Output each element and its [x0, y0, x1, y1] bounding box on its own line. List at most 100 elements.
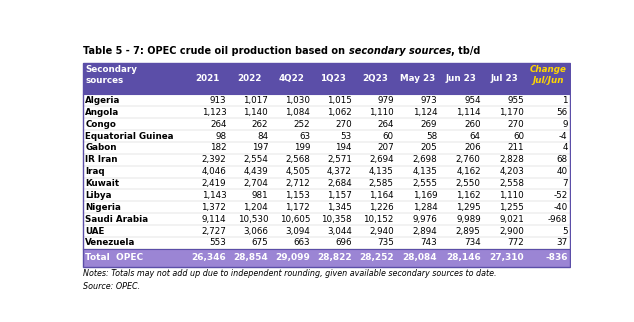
- Text: 913: 913: [210, 96, 226, 105]
- Text: 1,110: 1,110: [500, 191, 524, 200]
- Text: 4,162: 4,162: [456, 167, 481, 176]
- Text: 1,170: 1,170: [500, 108, 524, 117]
- Text: 28,252: 28,252: [359, 253, 394, 262]
- Text: 28,084: 28,084: [403, 253, 437, 262]
- Text: 2,828: 2,828: [500, 155, 524, 164]
- Text: Jul 23: Jul 23: [491, 74, 519, 83]
- Text: 2,704: 2,704: [243, 179, 268, 188]
- Text: 60: 60: [383, 131, 394, 140]
- Text: 1,157: 1,157: [327, 191, 352, 200]
- Text: 28,822: 28,822: [318, 253, 352, 262]
- Text: Algeria: Algeria: [85, 96, 120, 105]
- Text: 1,143: 1,143: [202, 191, 226, 200]
- Text: 28,146: 28,146: [446, 253, 481, 262]
- Text: 1,017: 1,017: [243, 96, 268, 105]
- Text: Jun 23: Jun 23: [446, 74, 476, 83]
- Text: 981: 981: [252, 191, 268, 200]
- Text: 60: 60: [513, 131, 524, 140]
- Text: 4: 4: [562, 143, 567, 152]
- Text: Secondary
sources: Secondary sources: [85, 65, 137, 85]
- Text: 734: 734: [464, 239, 481, 247]
- Text: 3,044: 3,044: [327, 227, 352, 236]
- Text: 1,162: 1,162: [456, 191, 481, 200]
- Text: 4,203: 4,203: [500, 167, 524, 176]
- Text: 2,684: 2,684: [327, 179, 352, 188]
- Text: -4: -4: [559, 131, 567, 140]
- Text: Kuwait: Kuwait: [85, 179, 119, 188]
- Text: Venezuela: Venezuela: [85, 239, 136, 247]
- Text: -52: -52: [553, 191, 567, 200]
- Text: 1Q23: 1Q23: [320, 74, 346, 83]
- Text: 1: 1: [562, 96, 567, 105]
- Text: 1,114: 1,114: [456, 108, 481, 117]
- Text: 1,153: 1,153: [285, 191, 310, 200]
- Text: 4,046: 4,046: [202, 167, 226, 176]
- Text: 84: 84: [257, 131, 268, 140]
- Text: 1,062: 1,062: [327, 108, 352, 117]
- Text: 2Q23: 2Q23: [362, 74, 388, 83]
- Text: 2,760: 2,760: [456, 155, 481, 164]
- Text: 4,135: 4,135: [413, 167, 437, 176]
- Text: 663: 663: [294, 239, 310, 247]
- Text: IR Iran: IR Iran: [85, 155, 118, 164]
- Text: 10,530: 10,530: [238, 215, 268, 224]
- Text: 29,099: 29,099: [275, 253, 310, 262]
- Text: UAE: UAE: [85, 227, 105, 236]
- Text: 7: 7: [562, 179, 567, 188]
- Text: 64: 64: [470, 131, 481, 140]
- Text: 1,295: 1,295: [456, 203, 481, 212]
- Text: 27,310: 27,310: [489, 253, 524, 262]
- Text: 10,152: 10,152: [363, 215, 394, 224]
- Text: 675: 675: [252, 239, 268, 247]
- Text: 53: 53: [340, 131, 352, 140]
- Text: 2,940: 2,940: [369, 227, 394, 236]
- Text: Source: OPEC.: Source: OPEC.: [83, 282, 140, 291]
- Text: 197: 197: [252, 143, 268, 152]
- Text: 5: 5: [562, 227, 567, 236]
- Text: 205: 205: [420, 143, 437, 152]
- Text: 1,015: 1,015: [327, 96, 352, 105]
- Text: 1,204: 1,204: [243, 203, 268, 212]
- Text: 4,439: 4,439: [243, 167, 268, 176]
- Text: Libya: Libya: [85, 191, 112, 200]
- Text: 2,900: 2,900: [500, 227, 524, 236]
- Text: 2,894: 2,894: [413, 227, 437, 236]
- Text: 10,605: 10,605: [280, 215, 310, 224]
- Text: 955: 955: [507, 96, 524, 105]
- Text: 270: 270: [507, 120, 524, 128]
- Text: 2,694: 2,694: [369, 155, 394, 164]
- Text: Gabon: Gabon: [85, 143, 117, 152]
- Text: 270: 270: [335, 120, 352, 128]
- Text: 3,066: 3,066: [243, 227, 268, 236]
- Text: 206: 206: [464, 143, 481, 152]
- Text: Change
Jul/Jun: Change Jul/Jun: [529, 65, 566, 85]
- Text: 68: 68: [557, 155, 567, 164]
- Text: 2,392: 2,392: [202, 155, 226, 164]
- Text: 2,571: 2,571: [327, 155, 352, 164]
- Text: 2021: 2021: [195, 74, 219, 83]
- Text: 553: 553: [209, 239, 226, 247]
- Text: 2,550: 2,550: [456, 179, 481, 188]
- Text: 1,169: 1,169: [413, 191, 437, 200]
- Text: 4Q22: 4Q22: [278, 74, 304, 83]
- Text: 1,284: 1,284: [413, 203, 437, 212]
- Text: 1,110: 1,110: [369, 108, 394, 117]
- Text: 2,419: 2,419: [202, 179, 226, 188]
- Text: 2,895: 2,895: [456, 227, 481, 236]
- Text: 262: 262: [252, 120, 268, 128]
- Text: 2,555: 2,555: [412, 179, 437, 188]
- Text: Nigeria: Nigeria: [85, 203, 121, 212]
- Text: 1,172: 1,172: [285, 203, 310, 212]
- Text: 28,854: 28,854: [233, 253, 268, 262]
- Text: 9: 9: [562, 120, 567, 128]
- Text: 194: 194: [335, 143, 352, 152]
- Text: 2,727: 2,727: [202, 227, 226, 236]
- Text: 2,568: 2,568: [285, 155, 310, 164]
- Text: 9,021: 9,021: [500, 215, 524, 224]
- Text: 2,698: 2,698: [413, 155, 437, 164]
- Text: Iraq: Iraq: [85, 167, 105, 176]
- Text: 1,123: 1,123: [202, 108, 226, 117]
- Text: 2,712: 2,712: [285, 179, 310, 188]
- Text: 4,135: 4,135: [369, 167, 394, 176]
- Text: 98: 98: [216, 131, 226, 140]
